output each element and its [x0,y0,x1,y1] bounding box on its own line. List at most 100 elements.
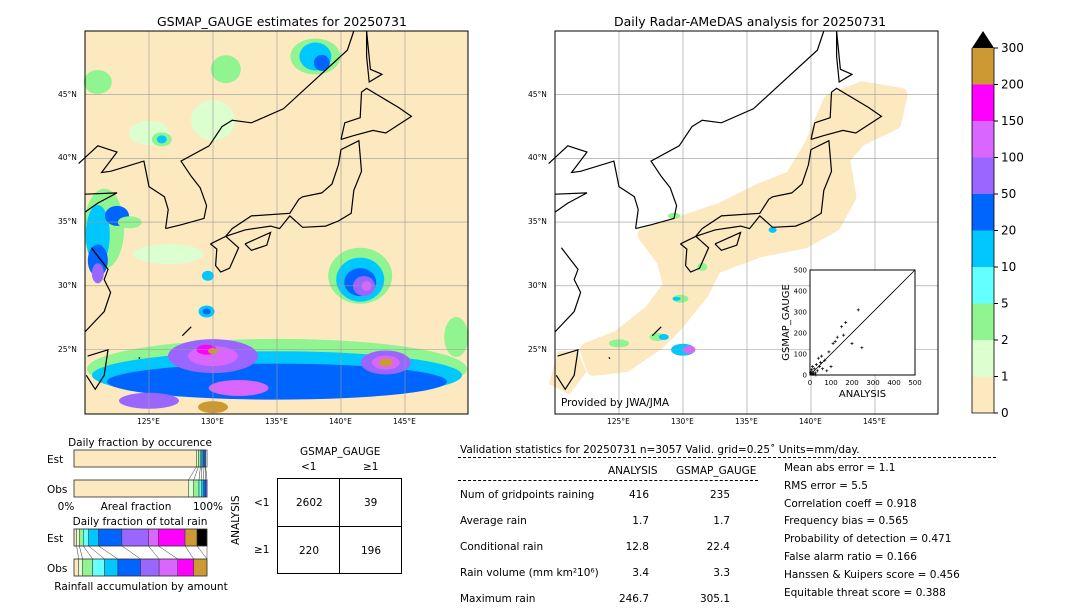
stat-label: Rain volume (mm km²10⁶) [460,567,599,579]
occurrence-chart: Daily fraction by occurence Est Obs 0% 100% A… [47,437,223,513]
chart-title: Daily fraction of total rain [73,516,208,528]
colorbar-label: 2 [1001,333,1009,347]
connector-line [88,545,105,560]
coastline [85,348,109,391]
fraction-segment [193,479,200,498]
colorbar-label: 10 [1001,260,1016,274]
lon-tick: 135°E [265,417,288,426]
contingency-table: 2602 39 220 196 [277,478,402,574]
scatter-point [821,367,825,371]
fraction-segment [78,558,83,577]
lat-tick: 35°N [528,217,547,227]
map-frame [84,30,469,415]
lat-tick: 40°N [58,153,77,163]
colorbar-segment [972,157,994,194]
stat-analysis: 3.4 [632,567,649,579]
fraction-segment [121,528,149,547]
stat-analysis: 12.8 [625,541,649,553]
fraction-segment [82,558,93,577]
fraction-segment [184,528,198,547]
colorbar-segment [972,303,994,340]
scatter-point [823,358,827,362]
rain-area [444,317,469,357]
coastline [695,139,833,237]
scatter-point [844,321,848,324]
fraction-segment [92,558,105,577]
fraction-segment [158,558,178,577]
connector-line [202,466,204,481]
x-tick-label: 100 [824,379,837,387]
rain-area [83,70,112,94]
scatter-point [814,363,818,366]
fraction-segment [73,479,189,498]
lat-tick: 30°N [528,280,547,290]
left-map [78,30,469,415]
stats-col-gsmap: GSMAP_GAUGE [676,465,757,477]
stat-label: Maximum rain [460,593,536,605]
x-axis-label: ANALYSIS [839,389,886,400]
lat-tick: 35°N [58,217,77,227]
stat-label: Conditional rain [460,541,544,553]
coastline [554,192,588,213]
colorbar-segment [972,48,994,85]
coastline [225,139,363,237]
row-lt1: <1 [254,497,270,509]
score-line: Mean abs error = 1.1 [784,462,896,474]
rain-area [313,54,330,71]
lat-tick: 25°N [528,344,547,354]
coastline [244,231,272,251]
rain-area [201,270,214,281]
scatter-point [812,371,816,375]
est-label: Est [47,454,63,466]
one-to-one-line [809,269,916,376]
scatter-point [809,372,813,376]
contingency-col-title: GSMAP_GAUGE [300,446,381,458]
colorbar: 0 1 2 5 10 20 50 100 150 200 300 [971,31,1024,420]
colorbar-segment [972,340,994,377]
stats-header: Validation statistics for 20250731 n=305… [460,444,860,456]
stat-label: Num of gridpoints raining [460,489,595,501]
coastline [165,30,355,230]
radar-coverage [549,351,587,395]
stat-analysis: 416 [628,489,649,501]
cell-hits-lt1-lt1: 2602 [296,497,323,509]
x-tick-label: 0 [808,379,812,387]
fraction-segment [204,449,206,468]
rain-area [202,308,211,315]
fraction-segment [73,528,77,547]
lat-tick: 30°N [58,280,77,290]
coastline [680,235,710,273]
score-line: False alarm ratio = 0.166 [784,551,917,563]
scatter-point [840,325,843,329]
coastline [836,30,854,84]
colorbar-segment [972,84,994,121]
coastline [138,356,141,360]
connector-line [205,466,208,481]
scatter-point [827,350,831,354]
rain-area [378,358,393,367]
colorbar-label: 150 [1001,114,1024,128]
coastline [366,30,384,84]
scatter-point [810,370,814,374]
rain-area [156,135,167,144]
col-ge1: ≥1 [363,461,379,473]
rain-area [697,262,708,271]
colorbar-label: 0 [1001,406,1009,420]
lat-tick: 25°N [58,344,77,354]
colorbar-label: 50 [1001,187,1016,201]
row-ge1: ≥1 [254,544,270,556]
scatter-point [816,356,820,360]
fraction-segment [73,558,79,577]
connector-line [98,545,119,560]
lon-tick: 135°E [735,417,758,426]
y-tick-label: 500 [794,267,807,275]
chart-title: Daily fraction by occurence [68,437,212,449]
scatter-point [842,333,846,337]
scatter-point [829,365,833,369]
scatter-point [809,370,813,374]
y-axis-label: GSMAP_GAUGE [781,284,792,361]
fraction-segment [198,479,202,498]
x-tick-label: 400 [887,379,900,387]
stat-gsmap: 3.3 [713,567,730,579]
stat-analysis: 1.7 [632,515,649,527]
